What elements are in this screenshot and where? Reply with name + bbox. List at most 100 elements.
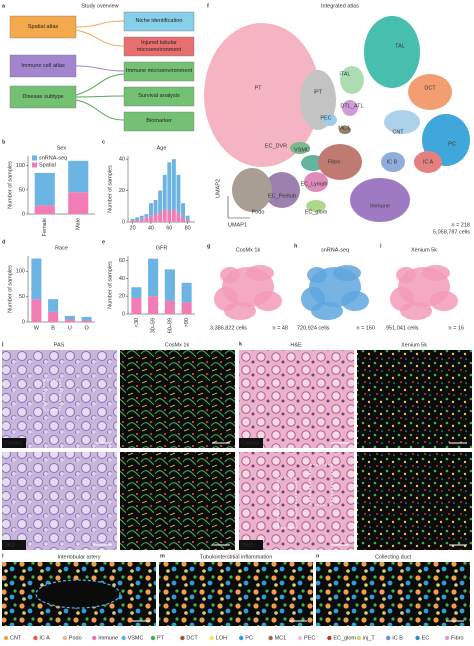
- bar-segment: [144, 214, 149, 218]
- bar-segment: [139, 218, 144, 222]
- panel-letter: j: [1, 341, 4, 347]
- umap-blob: [220, 267, 240, 283]
- chart-title: Age: [157, 145, 167, 151]
- y-tick-label: 60: [119, 258, 125, 264]
- panel-letter: g: [207, 243, 210, 249]
- panel-letter: f: [207, 3, 209, 9]
- chart-title: GFR: [156, 245, 168, 251]
- bar-segment: [48, 299, 59, 312]
- bar-segment: [81, 316, 92, 321]
- umap-blob: [307, 267, 327, 283]
- outputs-label: Immune microenvironment: [125, 68, 193, 75]
- condition-label: DKD: [4, 542, 16, 548]
- legend-label: DCT: [186, 635, 198, 641]
- cluster-label: Immune: [370, 203, 390, 209]
- region-image: [159, 562, 313, 626]
- bar-segment: [181, 203, 186, 218]
- legend-label: EC: [422, 635, 430, 641]
- outputs-label-box: Immune microenvironment: [125, 68, 193, 75]
- bar-segment: [68, 192, 89, 214]
- condition-label: Control: [241, 440, 259, 446]
- x-tick-label: 80: [185, 225, 191, 231]
- x-tick-label: <30: [134, 318, 140, 327]
- outputs-label-box: Survival analysis: [138, 93, 180, 99]
- y-tick-label: 0: [122, 219, 125, 225]
- region-title: Tubulointerstitial inflammation: [200, 554, 273, 560]
- artery-lumen: [35, 579, 121, 609]
- bar-segment: [130, 218, 135, 221]
- y-tick-label: 40: [119, 276, 125, 282]
- bar-segment: [148, 296, 159, 314]
- legend-label: Immune: [98, 635, 118, 641]
- overview-arrows: [75, 20, 125, 121]
- bar-segment: [64, 315, 75, 320]
- condition-tag: [239, 540, 263, 550]
- y-tick-label: 40: [119, 157, 125, 163]
- legend-label: IC B: [392, 635, 403, 641]
- legend-label: Podo: [69, 635, 82, 641]
- panel-letter: d: [2, 239, 5, 245]
- cluster-label: CNT: [392, 129, 404, 135]
- umap-blob: [333, 265, 361, 281]
- umap-cells: 951,041 cells: [386, 325, 419, 331]
- y-tick-label: 0: [22, 211, 25, 217]
- legend-swatch: [32, 155, 37, 161]
- legend-label: PC: [245, 635, 253, 641]
- bar-segment: [68, 160, 89, 193]
- image-header: CosMx 1k: [165, 342, 190, 348]
- bar-segment: [148, 258, 159, 297]
- y-tick-label: 0: [22, 319, 25, 325]
- y-axis-label: Number of samples: [7, 265, 13, 313]
- umap-blob: [254, 291, 282, 311]
- bar-segment: [153, 200, 158, 215]
- bar-segment: [162, 174, 167, 210]
- legend-label: CNT: [10, 635, 22, 641]
- legend-label: LOH: [216, 635, 227, 641]
- legend-label: snRNA-seq: [39, 155, 67, 161]
- y-tick-label: 20: [119, 294, 125, 300]
- umap-blob: [246, 265, 274, 281]
- y-tick-label: 20: [119, 188, 125, 194]
- atlas-cells: 5,058,787 cells: [433, 229, 470, 235]
- legend-label: VSMC: [128, 635, 144, 641]
- outputs-label-box: Biomarker: [146, 118, 172, 124]
- region-image: [316, 562, 470, 626]
- chart-title: Sex: [57, 145, 67, 151]
- cluster-label: PEC: [320, 115, 331, 121]
- bar-segment: [176, 212, 181, 222]
- umap-ylabel: UMAP2: [215, 179, 221, 198]
- umap-title: snRNA-seq: [321, 247, 349, 253]
- cluster-label: DTL_ATL: [340, 103, 363, 109]
- bar-segment: [181, 282, 192, 303]
- legend-dot: [62, 635, 67, 641]
- y-axis-label: Number of samples: [7, 161, 13, 209]
- zoom-box: [43, 379, 61, 411]
- umap-n: n = 48: [273, 325, 288, 331]
- legend-dot: [297, 635, 303, 641]
- umap-title: CosMx 1k: [236, 247, 261, 253]
- x-tick-label: B: [51, 325, 55, 331]
- condition-tag: [239, 438, 263, 448]
- outputs-label-box: Niche identification: [136, 18, 183, 24]
- cluster-label: Fibro: [328, 159, 341, 165]
- bar-segment: [167, 211, 172, 222]
- legend-label: IC A: [39, 635, 50, 641]
- outputs-box: [123, 86, 195, 107]
- bar-segment: [167, 162, 172, 211]
- legend-dot: [386, 635, 391, 641]
- x-tick-label: Female: [42, 218, 48, 236]
- zoom-box: [277, 477, 297, 529]
- umap-n: n = 150: [356, 325, 375, 331]
- cluster-label: iTAL: [340, 71, 351, 77]
- bar-segment: [171, 159, 176, 210]
- cluster-label: DCT: [424, 85, 436, 91]
- cluster-label: EC_Peritub: [268, 193, 296, 199]
- y-tick-label: 100: [16, 163, 25, 169]
- umap-clusters: [204, 16, 470, 222]
- bar-segment: [148, 203, 153, 216]
- y-tick-label: 100: [16, 269, 25, 275]
- bar-segment: [139, 215, 144, 219]
- panel-letter: i: [380, 243, 382, 249]
- atlas-title: Integrated atlas: [321, 3, 359, 9]
- zoom-box: [309, 464, 333, 506]
